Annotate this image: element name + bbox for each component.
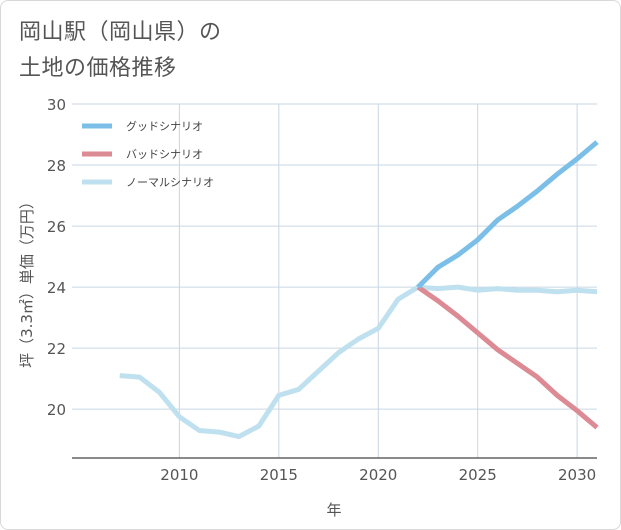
legend-label: バッドシナリオ — [126, 148, 203, 161]
y-tick-24: 24 — [47, 279, 66, 297]
x-tick-2025: 2025 — [459, 466, 497, 484]
y-tick-22: 22 — [47, 340, 66, 358]
series-layer — [119, 140, 599, 440]
y-tick-20: 20 — [47, 401, 66, 419]
y-tick-30: 30 — [47, 96, 66, 114]
y-tick-28: 28 — [47, 157, 66, 175]
x-tick-labels: 2010 2015 2020 2025 2030 — [160, 466, 596, 484]
legend-label: ノーマルシナリオ — [126, 176, 214, 189]
chart-title-line2: 土地の価格推移 — [19, 56, 177, 81]
chart-title-line1: 岡山駅（岡山県）の — [19, 20, 222, 45]
series-line-normal — [119, 284, 598, 440]
y-tick-labels: 20 22 24 26 28 30 — [47, 96, 66, 419]
x-tick-2010: 2010 — [160, 466, 198, 484]
x-tick-2020: 2020 — [359, 466, 397, 484]
series-line-bad — [416, 285, 599, 430]
x-tick-2030: 2030 — [558, 466, 596, 484]
legend-item-good: グッドシナリオ — [82, 119, 203, 133]
plot-area — [72, 104, 597, 458]
y-axis-title: 坪（3.3㎡）単価（万円） — [18, 194, 36, 368]
chart-title: 岡山駅（岡山県）の 土地の価格推移 — [19, 15, 222, 87]
x-tick-2015: 2015 — [260, 466, 298, 484]
grid-lines — [72, 103, 597, 458]
legend-item-normal: ノーマルシナリオ — [82, 176, 214, 189]
x-axis-title: 年 — [326, 501, 341, 519]
legend-label: グッドシナリオ — [126, 119, 203, 133]
y-tick-26: 26 — [47, 218, 66, 236]
legend-item-bad: バッドシナリオ — [82, 148, 203, 161]
series-line-good — [416, 140, 599, 289]
